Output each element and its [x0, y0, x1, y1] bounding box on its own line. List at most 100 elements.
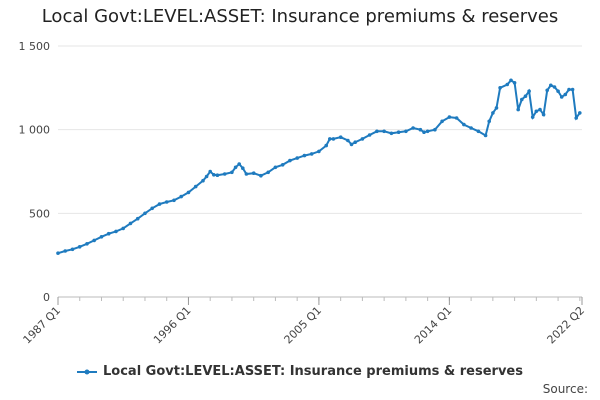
- data-point[interactable]: [578, 111, 582, 115]
- data-point[interactable]: [574, 116, 578, 120]
- data-point[interactable]: [483, 133, 488, 138]
- data-point[interactable]: [230, 170, 234, 175]
- data-point[interactable]: [534, 109, 539, 114]
- data-point[interactable]: [509, 78, 513, 83]
- data-point[interactable]: [215, 173, 220, 177]
- data-point[interactable]: [128, 221, 133, 226]
- data-point[interactable]: [346, 138, 350, 143]
- data-point[interactable]: [114, 229, 118, 234]
- y-tick-label: 1 000: [19, 124, 51, 137]
- data-point[interactable]: [273, 165, 278, 170]
- data-point[interactable]: [425, 129, 430, 134]
- data-point[interactable]: [389, 131, 394, 136]
- data-point[interactable]: [172, 198, 176, 203]
- data-point[interactable]: [440, 119, 444, 124]
- data-point[interactable]: [186, 190, 191, 195]
- data-point[interactable]: [280, 163, 285, 167]
- data-point[interactable]: [516, 107, 520, 112]
- data-point[interactable]: [77, 245, 82, 249]
- data-point[interactable]: [520, 97, 524, 102]
- data-point[interactable]: [498, 86, 502, 90]
- data-point[interactable]: [396, 130, 401, 134]
- data-point[interactable]: [259, 173, 263, 178]
- data-point[interactable]: [505, 82, 510, 87]
- legend-label: Local Govt:LEVEL:ASSET: Insurance premiu…: [103, 364, 523, 379]
- data-point[interactable]: [309, 152, 314, 156]
- data-point[interactable]: [559, 95, 564, 99]
- data-point[interactable]: [487, 119, 492, 124]
- data-point[interactable]: [570, 87, 575, 92]
- data-point[interactable]: [288, 158, 292, 163]
- data-point[interactable]: [63, 249, 67, 253]
- data-point[interactable]: [237, 162, 241, 166]
- data-point[interactable]: [164, 200, 169, 204]
- data-point[interactable]: [349, 142, 354, 147]
- legend-swatch-icon: [77, 369, 97, 374]
- data-point[interactable]: [411, 126, 415, 130]
- data-point[interactable]: [99, 235, 104, 239]
- data-point[interactable]: [324, 143, 329, 148]
- data-point[interactable]: [469, 126, 473, 130]
- data-point[interactable]: [241, 166, 245, 170]
- data-point[interactable]: [338, 135, 343, 139]
- data-point[interactable]: [567, 87, 571, 92]
- data-point[interactable]: [251, 171, 256, 175]
- data-point[interactable]: [538, 107, 542, 112]
- data-point[interactable]: [143, 211, 147, 216]
- data-point[interactable]: [491, 111, 495, 115]
- data-point[interactable]: [418, 127, 423, 132]
- data-point[interactable]: [541, 112, 546, 117]
- data-point[interactable]: [212, 173, 216, 177]
- data-point[interactable]: [545, 88, 549, 93]
- data-point[interactable]: [92, 238, 96, 243]
- data-point[interactable]: [193, 184, 198, 189]
- data-point[interactable]: [563, 92, 568, 97]
- data-point[interactable]: [302, 153, 307, 158]
- data-point[interactable]: [422, 130, 426, 134]
- source-label: Source:: [542, 382, 588, 396]
- data-point[interactable]: [404, 129, 408, 134]
- data-point[interactable]: [317, 149, 321, 154]
- data-point[interactable]: [222, 172, 227, 176]
- data-point[interactable]: [353, 140, 358, 144]
- data-point[interactable]: [244, 172, 249, 176]
- data-point[interactable]: [295, 156, 300, 160]
- data-point[interactable]: [204, 174, 209, 179]
- y-tick-label: 500: [29, 207, 50, 220]
- data-point[interactable]: [150, 206, 154, 211]
- data-point[interactable]: [549, 83, 553, 88]
- data-point[interactable]: [382, 129, 386, 134]
- data-point[interactable]: [527, 89, 531, 93]
- grid-layer: [58, 45, 582, 298]
- data-point[interactable]: [233, 165, 238, 170]
- data-point[interactable]: [106, 231, 111, 236]
- data-point[interactable]: [530, 115, 535, 119]
- data-point[interactable]: [157, 202, 162, 206]
- data-point[interactable]: [179, 194, 183, 199]
- legend[interactable]: Local Govt:LEVEL:ASSET: Insurance premiu…: [0, 364, 600, 379]
- data-point[interactable]: [367, 133, 372, 137]
- data-point[interactable]: [208, 169, 212, 174]
- y-tick-label: 0: [43, 291, 50, 304]
- data-point[interactable]: [494, 106, 499, 110]
- data-point[interactable]: [375, 129, 379, 134]
- data-point[interactable]: [556, 89, 560, 93]
- data-point[interactable]: [85, 242, 89, 246]
- data-point[interactable]: [135, 216, 140, 221]
- data-point[interactable]: [433, 127, 437, 132]
- data-point[interactable]: [70, 247, 75, 252]
- data-point[interactable]: [462, 122, 466, 127]
- data-point[interactable]: [328, 137, 332, 141]
- data-point[interactable]: [454, 116, 459, 120]
- data-point[interactable]: [56, 251, 60, 255]
- data-point[interactable]: [360, 137, 365, 141]
- data-point[interactable]: [447, 115, 452, 119]
- data-point[interactable]: [201, 178, 205, 183]
- data-point[interactable]: [476, 129, 481, 134]
- data-point[interactable]: [266, 170, 271, 175]
- data-point[interactable]: [512, 81, 517, 85]
- data-point[interactable]: [331, 137, 336, 141]
- data-point[interactable]: [121, 226, 125, 231]
- data-point[interactable]: [552, 85, 557, 89]
- data-point[interactable]: [523, 94, 528, 98]
